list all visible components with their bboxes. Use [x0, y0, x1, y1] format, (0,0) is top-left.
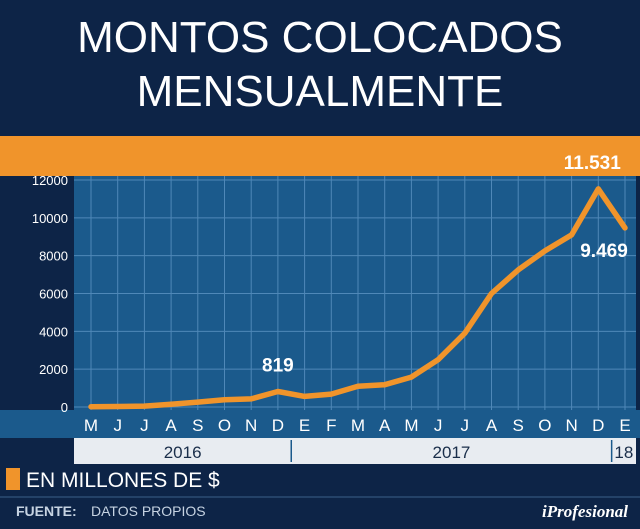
brand-logo: iProfesional [542, 502, 628, 521]
x-tick-label: J [140, 416, 149, 435]
y-tick-label: 10000 [32, 211, 68, 226]
x-tick-label: O [218, 416, 231, 435]
y-axis: 0 2000 4000 6000 8000 10000 12000 [32, 173, 68, 415]
x-tick-label: N [245, 416, 257, 435]
x-tick-label: F [326, 416, 336, 435]
x-tick-label: S [513, 416, 524, 435]
x-tick-label: S [192, 416, 203, 435]
x-tick-label: A [379, 416, 391, 435]
data-label: 819 [262, 356, 294, 377]
year-label: 2016 [164, 443, 202, 462]
data-label: 9.469 [580, 241, 628, 262]
x-tick-label: A [165, 416, 177, 435]
legend-swatch [6, 468, 20, 490]
legend-label: EN MILLONES DE $ [26, 469, 220, 492]
x-tick-label: J [461, 416, 470, 435]
y-tick-label: 12000 [32, 173, 68, 188]
data-label: 11.531 [564, 153, 621, 174]
x-tick-label: N [565, 416, 577, 435]
y-tick-label: 2000 [39, 362, 68, 377]
x-tick-label: D [272, 416, 284, 435]
y-tick-label: 4000 [39, 324, 68, 339]
y-tick-label: 0 [61, 400, 68, 415]
year-label: 2017 [433, 443, 471, 462]
x-tick-label: M [351, 416, 365, 435]
year-axis-band [74, 438, 636, 464]
title-line-2: MENSUALMENTE [137, 67, 504, 116]
year-axis: 2016 2017 18 [164, 440, 633, 462]
x-tick-label: A [486, 416, 498, 435]
y-tick-label: 8000 [39, 249, 68, 264]
y-tick-label: 6000 [39, 287, 68, 302]
x-tick-label: O [538, 416, 551, 435]
source-value: DATOS PROPIOS [91, 503, 206, 519]
x-tick-label: J [113, 416, 122, 435]
accent-band [0, 136, 640, 176]
x-tick-label: M [84, 416, 98, 435]
year-label: 18 [614, 443, 633, 462]
series-layer [88, 186, 628, 410]
x-tick-label: E [619, 416, 630, 435]
header-background [0, 0, 640, 118]
series-line [88, 186, 628, 410]
x-tick-label: J [434, 416, 443, 435]
month-axis-band [0, 410, 640, 438]
data-labels: 819 11.531 9.469 [262, 153, 628, 377]
x-tick-label: M [404, 416, 418, 435]
source-label: FUENTE: [16, 503, 77, 519]
title-line-1: MONTOS COLOCADOS [77, 13, 563, 62]
x-tick-label: E [299, 416, 310, 435]
x-tick-label: D [592, 416, 604, 435]
